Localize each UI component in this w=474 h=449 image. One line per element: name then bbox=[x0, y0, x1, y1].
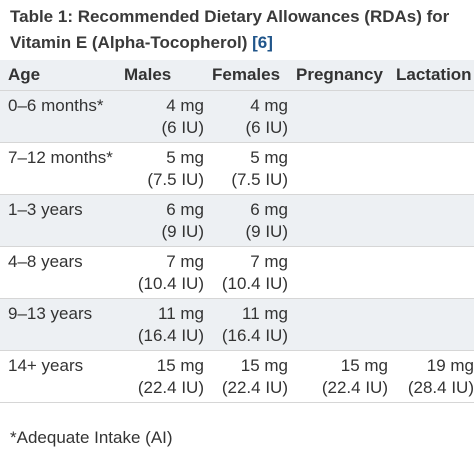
age-cell: 7–12 months* bbox=[0, 142, 116, 195]
males-cell: 4 mg (6 IU) bbox=[116, 90, 205, 143]
reference-link[interactable]: [6] bbox=[252, 33, 273, 52]
table-row: 9–13 years 11 mg (16.4 IU) 11 mg (16.4 IU) bbox=[0, 298, 474, 351]
males-mg: 5 mg bbox=[166, 148, 204, 167]
males-iu: (16.4 IU) bbox=[137, 326, 204, 345]
pregnancy-cell bbox=[288, 298, 388, 351]
header-pregnancy: Pregnancy bbox=[288, 60, 388, 91]
pregnancy-mg bbox=[296, 147, 388, 169]
females-iu: (16.4 IU) bbox=[221, 326, 288, 345]
pregnancy-iu bbox=[296, 273, 388, 295]
pregnancy-iu: (22.4 IU) bbox=[321, 378, 388, 397]
lactation-mg bbox=[396, 251, 474, 273]
females-mg: 6 mg bbox=[250, 200, 288, 219]
males-cell: 5 mg (7.5 IU) bbox=[116, 142, 204, 195]
males-mg: 4 mg bbox=[166, 96, 204, 115]
footnote: *Adequate Intake (AI) bbox=[10, 428, 173, 447]
males-cell: 15 mg (22.4 IU) bbox=[116, 350, 204, 403]
females-iu: (7.5 IU) bbox=[231, 170, 288, 189]
lactation-iu bbox=[396, 169, 474, 191]
age-cell: 4–8 years bbox=[0, 246, 116, 299]
males-mg: 7 mg bbox=[166, 252, 204, 271]
pregnancy-cell bbox=[288, 194, 388, 247]
lactation-cell: 19 mg (28.4 IU) bbox=[388, 350, 474, 403]
header-females: Females bbox=[204, 60, 288, 91]
pregnancy-cell bbox=[288, 90, 388, 143]
pregnancy-iu bbox=[296, 325, 388, 347]
header-males: Males bbox=[116, 60, 204, 91]
males-iu: (7.5 IU) bbox=[147, 170, 204, 189]
age-cell: 1–3 years bbox=[0, 194, 116, 247]
lactation-mg bbox=[396, 95, 474, 117]
females-mg: 11 mg bbox=[242, 304, 288, 323]
males-iu: (6 IU) bbox=[161, 118, 205, 137]
lactation-cell bbox=[388, 246, 474, 299]
caption-text: Table 1: Recommended Dietary Allowances … bbox=[10, 7, 450, 52]
females-iu: (6 IU) bbox=[245, 118, 289, 137]
lactation-cell bbox=[388, 142, 474, 195]
females-iu: (10.4 IU) bbox=[221, 274, 288, 293]
lactation-mg: 19 mg bbox=[426, 356, 474, 375]
females-cell: 4 mg (6 IU) bbox=[204, 90, 289, 143]
pregnancy-iu bbox=[296, 169, 388, 191]
pregnancy-mg bbox=[296, 251, 388, 273]
females-cell: 15 mg (22.4 IU) bbox=[204, 350, 288, 403]
lactation-mg bbox=[396, 199, 474, 221]
table-row: 7–12 months* 5 mg (7.5 IU) 5 mg (7.5 IU) bbox=[0, 142, 474, 195]
rda-table: Age Males Females Pregnancy Lactation 0–… bbox=[0, 60, 474, 403]
table-caption: Table 1: Recommended Dietary Allowances … bbox=[10, 4, 472, 56]
females-cell: 7 mg (10.4 IU) bbox=[204, 246, 288, 299]
pregnancy-iu bbox=[296, 221, 388, 243]
males-mg: 11 mg bbox=[158, 304, 204, 323]
age-cell: 9–13 years bbox=[0, 298, 116, 351]
females-mg: 5 mg bbox=[250, 148, 288, 167]
females-iu: (9 IU) bbox=[245, 222, 289, 241]
lactation-mg bbox=[396, 147, 474, 169]
lactation-iu bbox=[396, 273, 474, 295]
males-iu: (9 IU) bbox=[161, 222, 205, 241]
males-cell: 6 mg (9 IU) bbox=[116, 194, 205, 247]
table-row: 0–6 months* 4 mg (6 IU) 4 mg (6 IU) bbox=[0, 90, 474, 143]
lactation-cell bbox=[388, 90, 474, 143]
males-cell: 11 mg (16.4 IU) bbox=[116, 298, 204, 351]
pregnancy-mg bbox=[296, 303, 388, 325]
males-iu: (10.4 IU) bbox=[137, 274, 204, 293]
males-cell: 7 mg (10.4 IU) bbox=[116, 246, 204, 299]
females-mg: 15 mg bbox=[240, 356, 288, 375]
pregnancy-cell: 15 mg (22.4 IU) bbox=[288, 350, 388, 403]
pregnancy-cell bbox=[288, 142, 388, 195]
header-age: Age bbox=[0, 60, 116, 91]
males-mg: 15 mg bbox=[156, 356, 204, 375]
table-header-row: Age Males Females Pregnancy Lactation bbox=[0, 60, 474, 91]
table-row: 1–3 years 6 mg (9 IU) 6 mg (9 IU) bbox=[0, 194, 474, 247]
females-iu: (22.4 IU) bbox=[221, 378, 288, 397]
lactation-mg bbox=[396, 303, 474, 325]
females-cell: 5 mg (7.5 IU) bbox=[204, 142, 288, 195]
lactation-iu bbox=[396, 117, 474, 139]
lactation-iu bbox=[396, 325, 474, 347]
pregnancy-mg bbox=[296, 199, 388, 221]
pregnancy-mg bbox=[296, 95, 388, 117]
table-row: 4–8 years 7 mg (10.4 IU) 7 mg (10.4 IU) bbox=[0, 246, 474, 299]
pregnancy-cell bbox=[288, 246, 388, 299]
females-mg: 7 mg bbox=[250, 252, 288, 271]
age-cell: 14+ years bbox=[0, 350, 116, 403]
females-cell: 11 mg (16.4 IU) bbox=[204, 298, 288, 351]
age-cell: 0–6 months* bbox=[0, 90, 116, 143]
lactation-iu bbox=[396, 221, 474, 243]
pregnancy-mg: 15 mg bbox=[340, 356, 388, 375]
lactation-cell bbox=[388, 194, 474, 247]
males-mg: 6 mg bbox=[166, 200, 204, 219]
lactation-cell bbox=[388, 298, 474, 351]
females-mg: 4 mg bbox=[250, 96, 288, 115]
table-row: 14+ years 15 mg (22.4 IU) 15 mg (22.4 IU) … bbox=[0, 350, 474, 403]
males-iu: (22.4 IU) bbox=[137, 378, 204, 397]
header-lactation: Lactation bbox=[388, 60, 474, 91]
lactation-iu: (28.4 IU) bbox=[407, 378, 474, 397]
pregnancy-iu bbox=[296, 117, 388, 139]
females-cell: 6 mg (9 IU) bbox=[204, 194, 289, 247]
